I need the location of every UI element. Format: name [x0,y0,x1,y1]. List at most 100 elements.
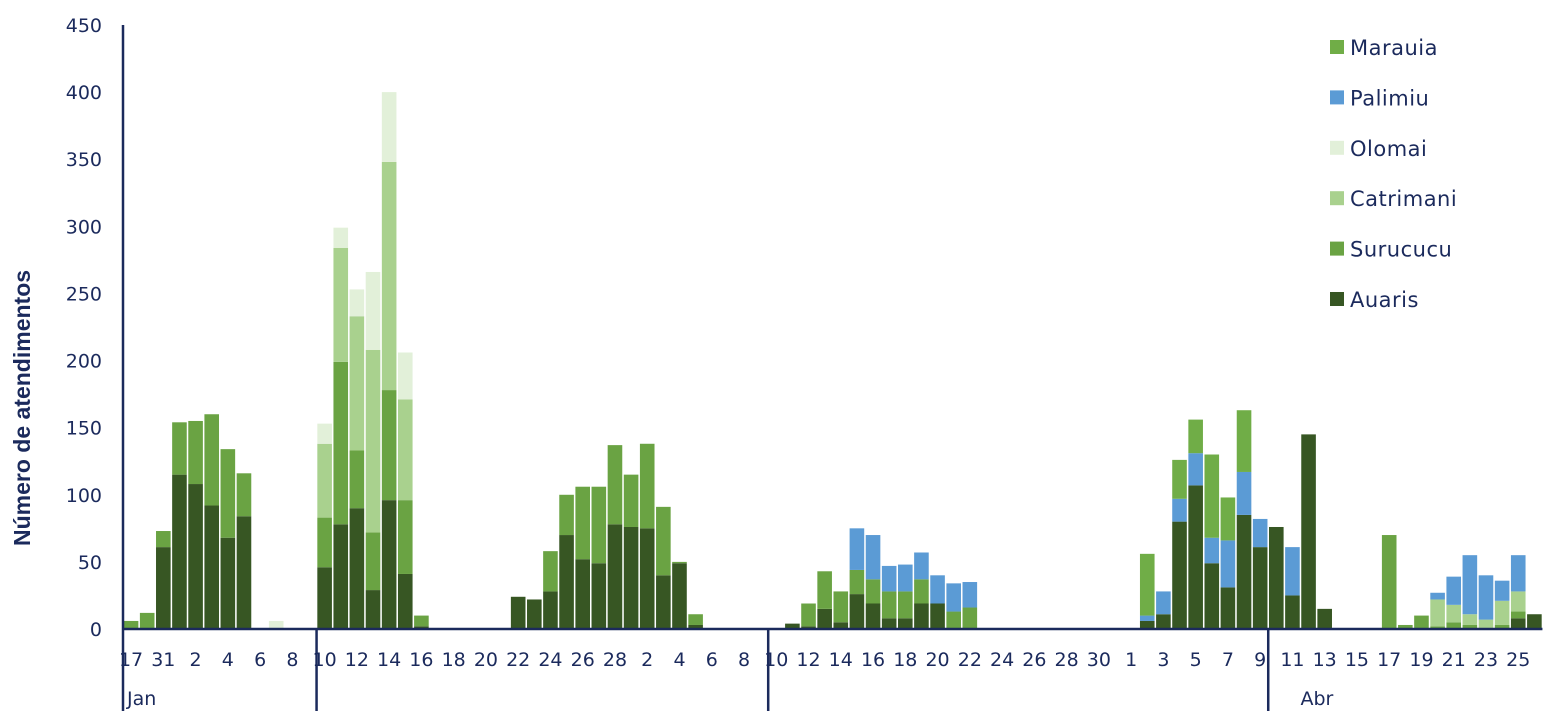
bar-segment-surucucu [639,443,655,529]
x-tick-label: 25 [1506,649,1530,671]
bar-segment-palimiu [1188,453,1203,486]
bar-segment-palimiu [1430,592,1445,600]
bar-segment-surucucu [1430,626,1445,629]
bar-segment-marauia [1172,459,1187,499]
bar-segment-auaris [333,524,349,629]
x-tick-label: 31 [151,649,175,671]
bar-segment-palimiu [930,575,945,604]
x-axis-groups: Jan Abr [121,629,1334,711]
bar-segment-auaris [930,603,945,629]
x-tick-label: 28 [1055,649,1079,671]
bar-segment-surucucu [898,591,913,619]
y-tick-label: 0 [90,619,102,641]
x-tick-label: 17 [119,649,143,671]
bar-segment-marauia [1204,454,1220,538]
bar-segment-auaris [1527,614,1542,629]
y-tick-label: 100 [66,485,102,507]
x-tick-label: 20 [474,649,498,671]
bar-segment-catrimani [397,399,413,501]
x-tick-label: 21 [1442,649,1466,671]
bar-segment-marauia [1236,410,1252,472]
bar-segment-olomai [381,92,397,162]
bar-segment-auaris [365,590,381,629]
bar-segment-palimiu [1139,615,1155,621]
bar-segment-catrimani [1478,619,1494,629]
bar-segment-surucucu [1398,624,1413,629]
bar-segment-auaris [833,622,849,629]
bar-segment-auaris [575,559,590,629]
x-tick-label: 20 [925,649,949,671]
bar-segment-surucucu [204,414,220,506]
x-tick-label: 8 [286,649,298,671]
x-tick-label: 23 [1474,649,1498,671]
bar-segment-palimiu [865,535,881,580]
axes [121,25,1543,631]
bar-segment-surucucu [1510,611,1526,619]
bar-segment-marauia [1188,419,1203,454]
bar-segment-catrimani [381,161,397,391]
bar-segment-auaris [1172,521,1187,629]
bar-segment-auaris [527,599,542,629]
bar-segment-auaris [881,618,897,629]
y-tick-label: 50 [78,552,102,574]
bar-segment-auaris [510,596,526,629]
bar-segment-surucucu [397,500,413,574]
bars-layer [123,92,1542,629]
x-tick-label: 14 [829,649,853,671]
bar-segment-olomai [397,352,413,400]
bar-segment-auaris [1236,514,1252,629]
bar-segment-catrimani [1494,600,1510,625]
x-tick-label: 2 [641,649,653,671]
x-tick-label: 12 [345,649,369,671]
legend-label: Marauia [1350,36,1438,60]
x-tick-label: 24 [538,649,562,671]
x-tick-label: 19 [1409,649,1433,671]
bar-segment-marauia [1139,553,1155,616]
bar-segment-surucucu [220,449,236,538]
bar-segment-auaris [1510,618,1526,629]
bar-segment-palimiu [1172,498,1187,522]
bar-segment-palimiu [962,582,978,608]
x-tick-label: 3 [1157,649,1169,671]
y-tick-label: 150 [66,418,102,440]
bar-segment-olomai [317,423,332,444]
legend-swatch [1330,292,1344,306]
bar-segment-surucucu [623,474,639,527]
bar-segment-auaris [591,563,607,629]
bar-segment-catrimani [365,349,381,533]
bar-segment-palimiu [1478,575,1494,620]
bar-segment-olomai [333,227,349,248]
bar-segment-auaris [865,603,881,629]
bar-segment-catrimani [1462,614,1478,625]
legend: Marauia Palimiu Olomai Catrimani Surucucu Aua… [1330,36,1457,312]
x-tick-label: 10 [764,649,788,671]
bar-segment-palimiu [1510,555,1526,592]
bar-segment-palimiu [1236,471,1252,515]
bar-segment-auaris [349,508,365,629]
legend-swatch [1330,140,1344,155]
bar-segment-surucucu [817,571,832,609]
bar-segment-surucucu [381,390,397,501]
bar-segment-surucucu [607,445,623,525]
bar-segment-auaris [543,591,558,629]
bar-segment-auaris [1285,595,1300,629]
bar-segment-auaris [785,623,800,629]
bar-segment-catrimani [317,443,332,518]
x-tick-label: 30 [1087,649,1111,671]
x-tick-label: 12 [796,649,820,671]
bar-segment-palimiu [881,565,897,592]
x-tick-label: 24 [990,649,1014,671]
bar-segment-surucucu [801,603,816,627]
bar-segment-auaris [1188,485,1203,629]
bar-segment-auaris [1139,620,1155,629]
y-tick-label: 200 [66,351,102,373]
bar-segment-palimiu [1446,576,1462,605]
bar-segment-auaris [172,474,187,629]
y-tick-label: 350 [66,149,102,171]
bar-segment-surucucu [914,579,929,604]
bar-segment-surucucu [349,450,365,509]
legend-swatch [1330,90,1344,105]
bar-segment-surucucu [962,607,978,629]
x-tick-label: 5 [1190,649,1202,671]
bar-segment-auaris [156,547,171,629]
